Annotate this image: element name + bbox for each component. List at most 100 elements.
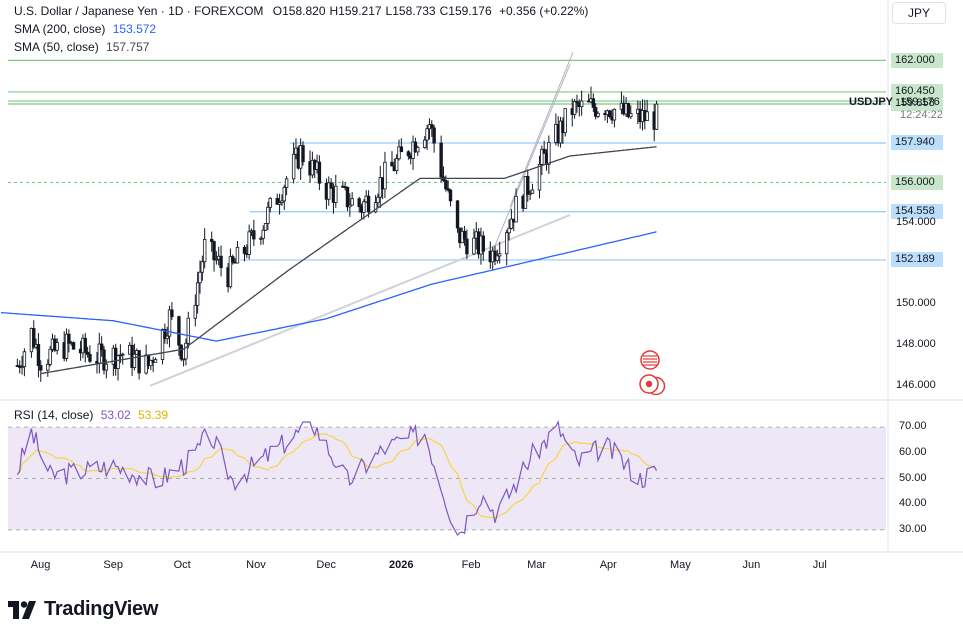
candle-body xyxy=(334,185,338,203)
candle-body xyxy=(362,201,366,213)
candle-body xyxy=(280,200,284,203)
candle-body xyxy=(268,197,272,208)
candle-body xyxy=(430,124,434,129)
last-price-label: 159.176 xyxy=(900,96,940,108)
candle-body xyxy=(629,113,633,118)
candle-body xyxy=(591,98,596,108)
candle-body xyxy=(184,342,188,360)
rsi-ma-value: 53.39 xyxy=(138,408,169,422)
symbol-title: U.S. Dollar / Japanese Yen · 1D · FOREXC… xyxy=(14,4,264,18)
candle-body xyxy=(202,238,207,263)
candle-body xyxy=(530,189,535,194)
candle-body xyxy=(71,342,76,350)
level-label: 152.189 xyxy=(891,252,943,268)
candle-body xyxy=(163,329,167,340)
tradingview-logo[interactable]: TradingView xyxy=(8,598,158,621)
candle-body xyxy=(39,365,43,371)
candle-body xyxy=(186,317,190,344)
price-tick: 148.000 xyxy=(896,338,936,351)
candle-body xyxy=(357,198,361,208)
price-tick: 150.000 xyxy=(896,297,936,310)
rsi-tick: 70.00 xyxy=(899,420,927,433)
time-tick: Jun xyxy=(742,559,761,571)
candle-body xyxy=(596,112,600,117)
candle-body xyxy=(137,350,141,374)
rsi-label: RSI (14, close) xyxy=(14,408,94,422)
candle-body xyxy=(423,139,427,148)
candle-body xyxy=(645,111,649,121)
candle-body xyxy=(481,235,485,252)
candle-body xyxy=(195,282,200,306)
candle-body xyxy=(228,256,233,288)
tradingview-wordmark: TradingView xyxy=(44,598,159,620)
candle-body xyxy=(406,151,411,157)
candle-body xyxy=(231,256,235,263)
candle-body xyxy=(291,153,296,180)
tradingview-logo-icon xyxy=(8,600,36,619)
candle-body xyxy=(526,175,530,195)
candle-body xyxy=(261,229,265,239)
candle-body xyxy=(153,359,158,363)
ohlc-l: L158.733 xyxy=(385,4,436,18)
candle-body xyxy=(654,103,659,130)
candle-body xyxy=(263,223,268,231)
time-tick: Oct xyxy=(173,559,191,571)
candle-body xyxy=(472,237,476,255)
candle-body xyxy=(219,255,223,269)
candle-body xyxy=(252,230,256,240)
candle-body xyxy=(390,161,394,167)
candle-body xyxy=(301,145,305,163)
candle-body xyxy=(20,366,24,369)
candle-body xyxy=(67,333,71,344)
candle-body xyxy=(465,238,469,255)
candle-body xyxy=(247,231,251,255)
candle-body xyxy=(177,316,181,346)
bar-countdown: 12:24:22 xyxy=(900,109,943,121)
time-tick: Feb xyxy=(461,559,481,571)
time-tick: 2026 xyxy=(389,559,414,571)
candle-body xyxy=(48,348,52,365)
sma50-label: SMA (50, close) xyxy=(14,40,99,54)
candle-body xyxy=(593,107,598,117)
candle-body xyxy=(212,241,216,261)
candle-body xyxy=(104,363,109,371)
time-tick: Jul xyxy=(812,559,827,571)
candle-body xyxy=(444,180,448,190)
candle-body xyxy=(282,187,286,202)
candle-body xyxy=(528,192,532,195)
ohlc-h: H159.217 xyxy=(329,4,382,18)
rsi-tick: 40.00 xyxy=(899,497,927,510)
candle-body xyxy=(366,195,371,213)
candle-body xyxy=(350,198,354,206)
candle-body xyxy=(46,363,50,371)
candle-body xyxy=(626,103,631,118)
candle-body xyxy=(448,189,453,202)
symbol-legend: U.S. Dollar / Japanese Yen · 1D · FOREXC… xyxy=(14,4,588,18)
candle-body xyxy=(132,353,137,368)
candle-body xyxy=(572,101,577,115)
candle-body xyxy=(32,328,36,348)
candle-body xyxy=(345,186,350,208)
sma200-label: SMA (200, close) xyxy=(14,22,106,36)
candle-body xyxy=(509,218,514,229)
sma200-value: 153.572 xyxy=(112,22,157,36)
level-label: 154.558 xyxy=(891,204,943,220)
currency-button[interactable]: JPY xyxy=(892,2,946,24)
candle-body xyxy=(266,206,270,224)
time-tick: Mar xyxy=(527,559,547,571)
candle-body xyxy=(116,355,120,369)
event-flag-icon xyxy=(640,350,660,370)
candle-body xyxy=(540,148,544,165)
candle-body xyxy=(329,182,333,189)
candle-body xyxy=(165,335,169,340)
time-tick: Dec xyxy=(316,559,336,571)
candle-body xyxy=(563,108,567,134)
ohlc-c: C159.176 xyxy=(439,4,492,18)
ohlc-o: O158.820 xyxy=(272,4,326,18)
candle-body xyxy=(88,354,92,362)
candle-body xyxy=(462,230,467,240)
ohlc-values: O158.820 H159.217 L158.733 C159.176 xyxy=(267,4,492,18)
candle-body xyxy=(198,271,202,284)
rsi-tick: 30.00 xyxy=(899,522,927,535)
